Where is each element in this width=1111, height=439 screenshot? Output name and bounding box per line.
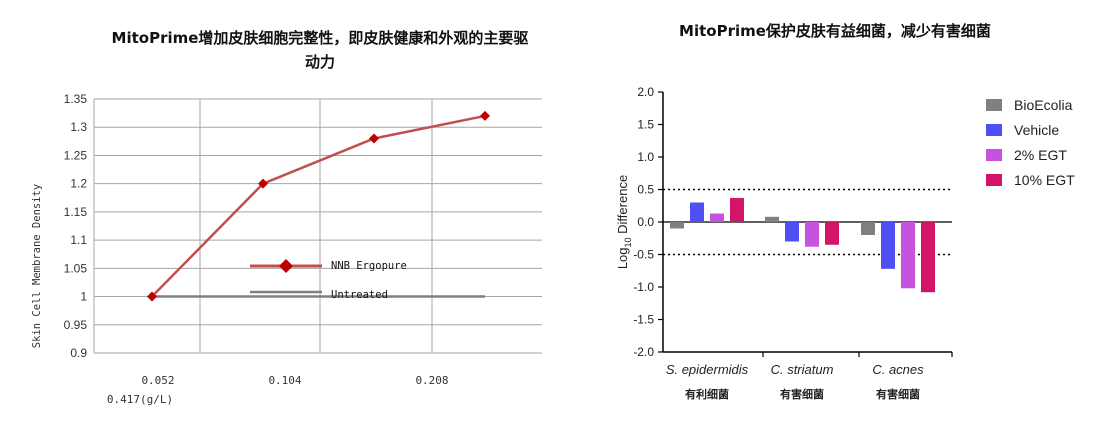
y-tick-label: 1.3: [70, 120, 87, 134]
x-tick-label: 0.208: [415, 374, 448, 387]
chart-title: MitoPrime保护皮肤有益细菌，减少有害细菌: [679, 22, 991, 40]
x-category-sublabel: 有害细菌: [876, 387, 920, 401]
legend-swatch: [986, 149, 1002, 161]
legend-label: BioEcolia: [1014, 97, 1073, 113]
bar-2-egt: [901, 222, 915, 289]
y-tick-label: -0.5: [633, 248, 654, 262]
x-category-label: S. epidermidis: [666, 362, 749, 377]
data-point-marker: [369, 133, 379, 144]
legend-label-ergopure: NNB Ergopure: [331, 260, 407, 272]
y-tick-label: 1.05: [64, 261, 88, 275]
bar-10-egt: [825, 222, 839, 245]
y-tick-label: 1.1: [70, 233, 87, 247]
legend-label: 2% EGT: [1014, 147, 1067, 163]
legend-marker-ergopure: [279, 259, 293, 273]
x-category-label: C. acnes: [872, 362, 924, 377]
y-tick-label: 1.2: [70, 177, 87, 191]
data-point-marker: [480, 110, 490, 121]
x-category-sublabel: 有利细菌: [685, 387, 729, 401]
y-tick-label: 1.0: [637, 150, 654, 164]
legend-swatch: [986, 124, 1002, 136]
legend-swatch: [986, 99, 1002, 111]
x-category-sublabel: 有害细菌: [780, 387, 824, 401]
line-chart-plot: 0.9 0.95 1 1.05 1.1 1.15 1.2 1.25 1.3 1.35 0.052 0.…: [31, 92, 542, 406]
bar-vehicle: [881, 222, 895, 269]
legend-label: 10% EGT: [1014, 172, 1075, 188]
x-tick-label: 0.104: [268, 374, 301, 387]
data-point-marker: [147, 291, 157, 302]
bar-2-egt: [710, 213, 724, 222]
y-tick-label: 1: [80, 290, 87, 304]
y-tick-label: 1.25: [64, 148, 88, 162]
y-tick-label: 1.5: [637, 118, 654, 132]
legend-label-untreated: Untreated: [331, 289, 388, 301]
y-tick-label: 2.0: [637, 85, 654, 99]
y-tick-label: 0.95: [64, 318, 88, 332]
bar-vehicle: [785, 222, 799, 242]
bar-vehicle: [690, 202, 704, 222]
bar-2-egt: [805, 222, 819, 247]
series-line-ergopure: [151, 114, 486, 298]
membrane-density-chart: MitoPrime增加皮肤细胞完整性，即皮肤健康和外观的主要驱动力 0.9 0.9…: [0, 0, 555, 439]
y-tick-label: 1.15: [64, 205, 88, 219]
x-tick-label: 0.052: [141, 374, 174, 387]
y-tick-label: -2.0: [633, 345, 654, 359]
y-tick-label: 0.9: [70, 346, 87, 360]
y-tick-label: 1.35: [64, 92, 88, 106]
bar-bioecolia: [670, 222, 684, 229]
x-tick-label: 0.417(g/L): [107, 393, 173, 406]
data-point-marker: [258, 178, 268, 189]
chart-title: MitoPrime增加皮肤细胞完整性，即皮肤健康和外观的主要驱动力: [111, 29, 529, 71]
legend-label: Vehicle: [1014, 122, 1059, 138]
y-tick-label: 0.5: [637, 183, 654, 197]
bar-bioecolia: [861, 222, 875, 235]
bar-10-egt: [730, 197, 744, 222]
bacteria-chart: MitoPrime保护皮肤有益细菌，减少有害细菌 2.0 1.5 1.0 0.5 0.0…: [555, 0, 1111, 439]
y-tick-label: 0.0: [637, 215, 654, 229]
bar-bioecolia: [765, 216, 779, 222]
bar-chart-plot: 2.0 1.5 1.0 0.5 0.0 -0.5 -1.0 -1.5 -2.0 Log10 Dif…: [615, 85, 1075, 401]
legend-swatch: [986, 174, 1002, 186]
bar-10-egt: [921, 222, 935, 293]
x-category-label: C. striatum: [771, 362, 834, 377]
y-tick-label: -1.0: [633, 280, 654, 294]
y-axis-label: Skin Cell Membrane Density: [31, 184, 43, 348]
y-axis-label: Log10 Difference: [615, 175, 633, 269]
y-tick-label: -1.5: [633, 313, 654, 327]
